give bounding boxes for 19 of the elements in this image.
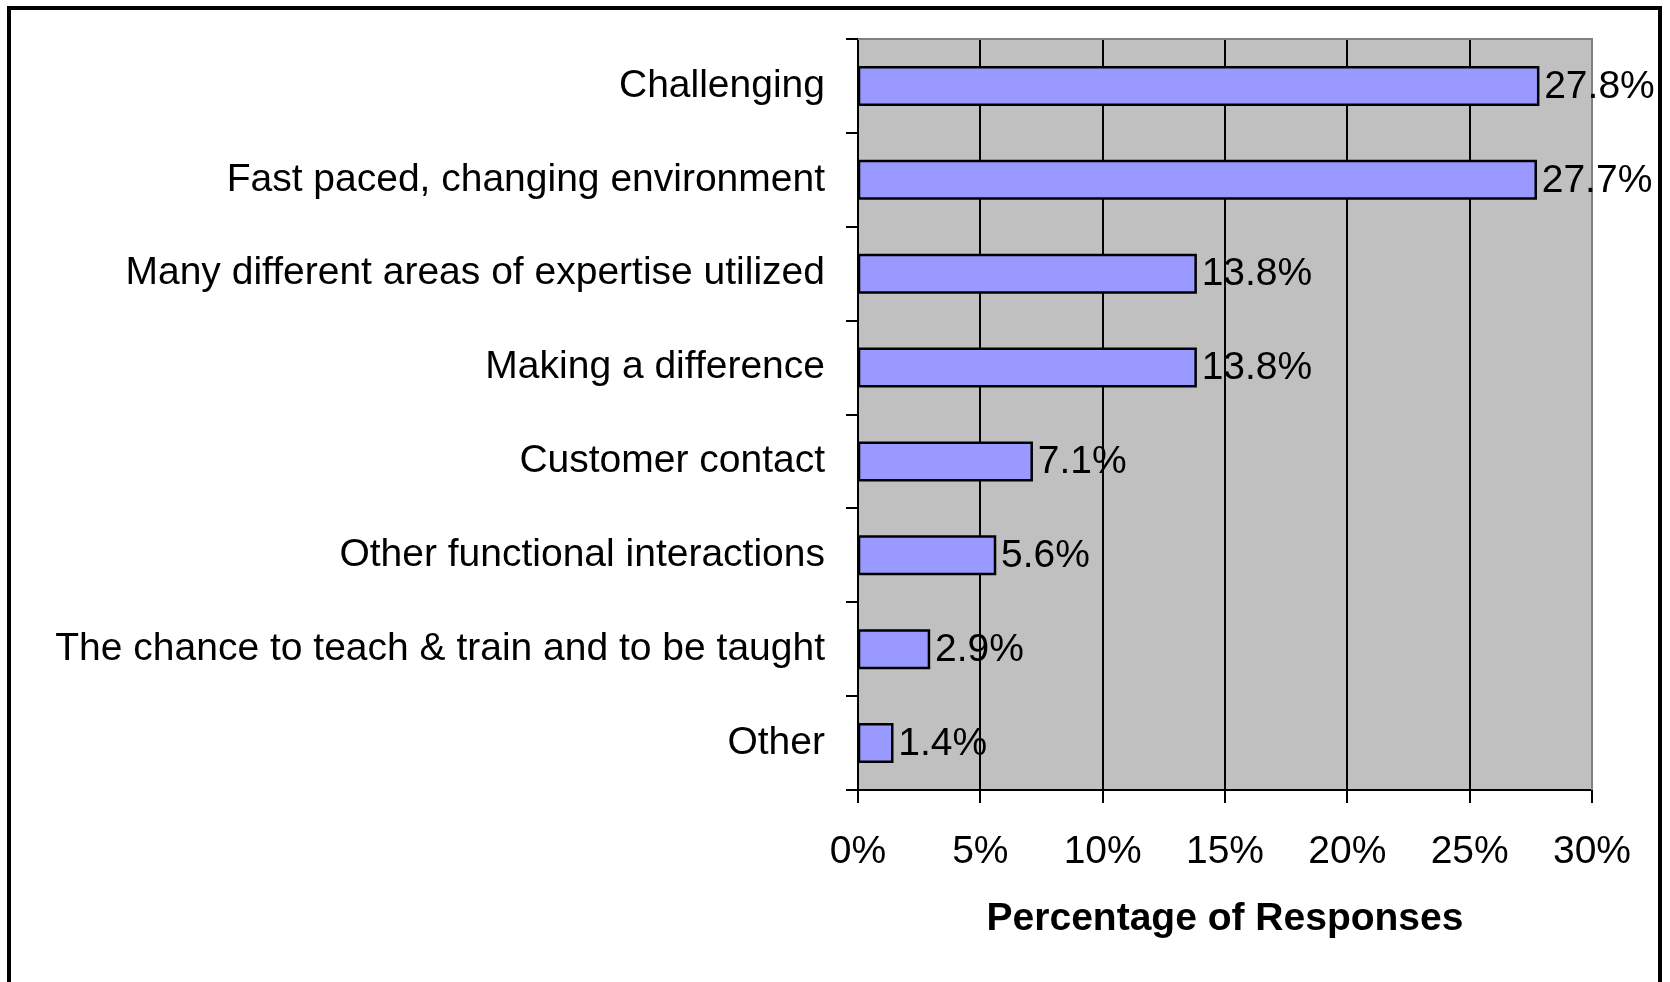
data-label: 5.6% xyxy=(1001,532,1090,576)
y-tick-label: Other functional interactions xyxy=(339,531,825,575)
y-tick-label: Making a difference xyxy=(485,343,825,387)
y-tick-label: Many different areas of expertise utilized xyxy=(125,249,825,293)
y-tick-label: The chance to teach & train and to be taught xyxy=(55,624,826,668)
y-tick-label: Other xyxy=(727,718,825,762)
x-tick-label: 5% xyxy=(952,828,1009,872)
x-tick-label: 20% xyxy=(1308,828,1387,872)
x-axis-title: Percentage of Responses xyxy=(986,895,1464,939)
x-tick-label: 15% xyxy=(1185,828,1265,872)
x-tick-label: 10% xyxy=(1063,828,1142,872)
data-label: 27.8% xyxy=(1544,62,1655,106)
x-tick-label: 0% xyxy=(829,828,887,872)
data-label: 27.7% xyxy=(1541,156,1653,200)
x-tick-label: 25% xyxy=(1430,828,1509,872)
y-tick-label: Challenging xyxy=(619,61,825,105)
y-tick-label: Customer contact xyxy=(519,437,826,481)
y-tick-label: Fast paced, changing environment xyxy=(226,155,826,199)
x-tick-label: 30% xyxy=(1552,828,1632,872)
